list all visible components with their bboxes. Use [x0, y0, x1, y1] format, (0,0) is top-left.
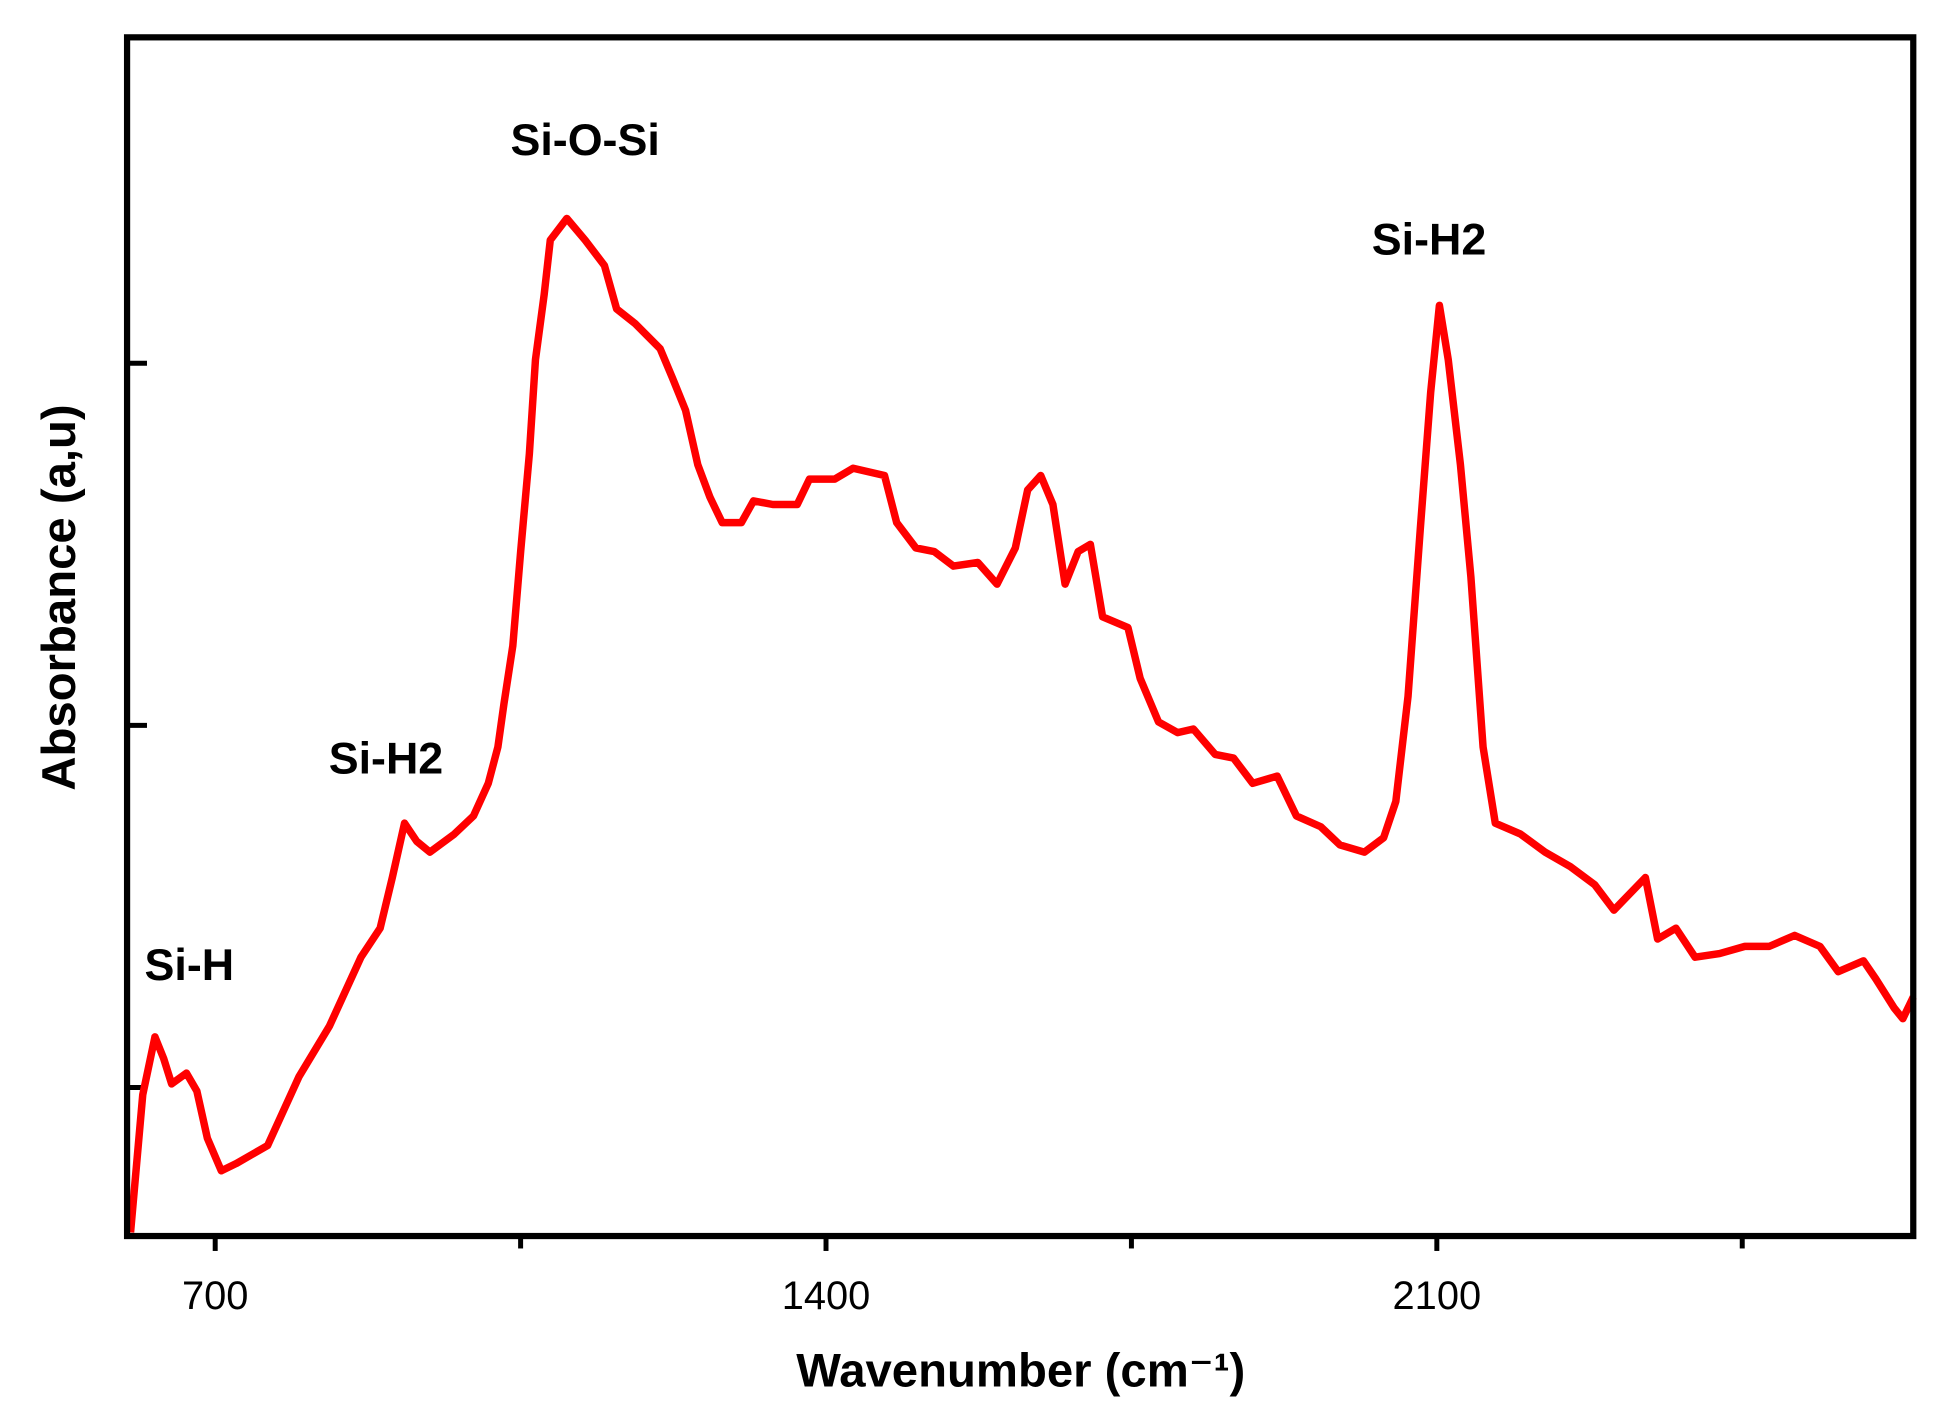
x-tick-label: 1400 — [782, 1274, 871, 1318]
x-axis-label: Wavenumber (cm⁻¹) — [796, 1345, 1245, 1398]
x-tick-label: 2100 — [1393, 1274, 1482, 1318]
x-tick-label: 700 — [182, 1274, 248, 1318]
y-axis-label: Absorbance (a,u) — [33, 404, 86, 790]
peak-annotation: Si-H2 — [329, 734, 444, 784]
plot-frame — [123, 34, 1917, 1240]
peak-annotation: Si-H — [145, 940, 235, 990]
peak-annotation: Si-O-Si — [510, 115, 659, 165]
spectrum-line — [126, 214, 1917, 1233]
peak-annotation: Si-H2 — [1372, 215, 1487, 265]
